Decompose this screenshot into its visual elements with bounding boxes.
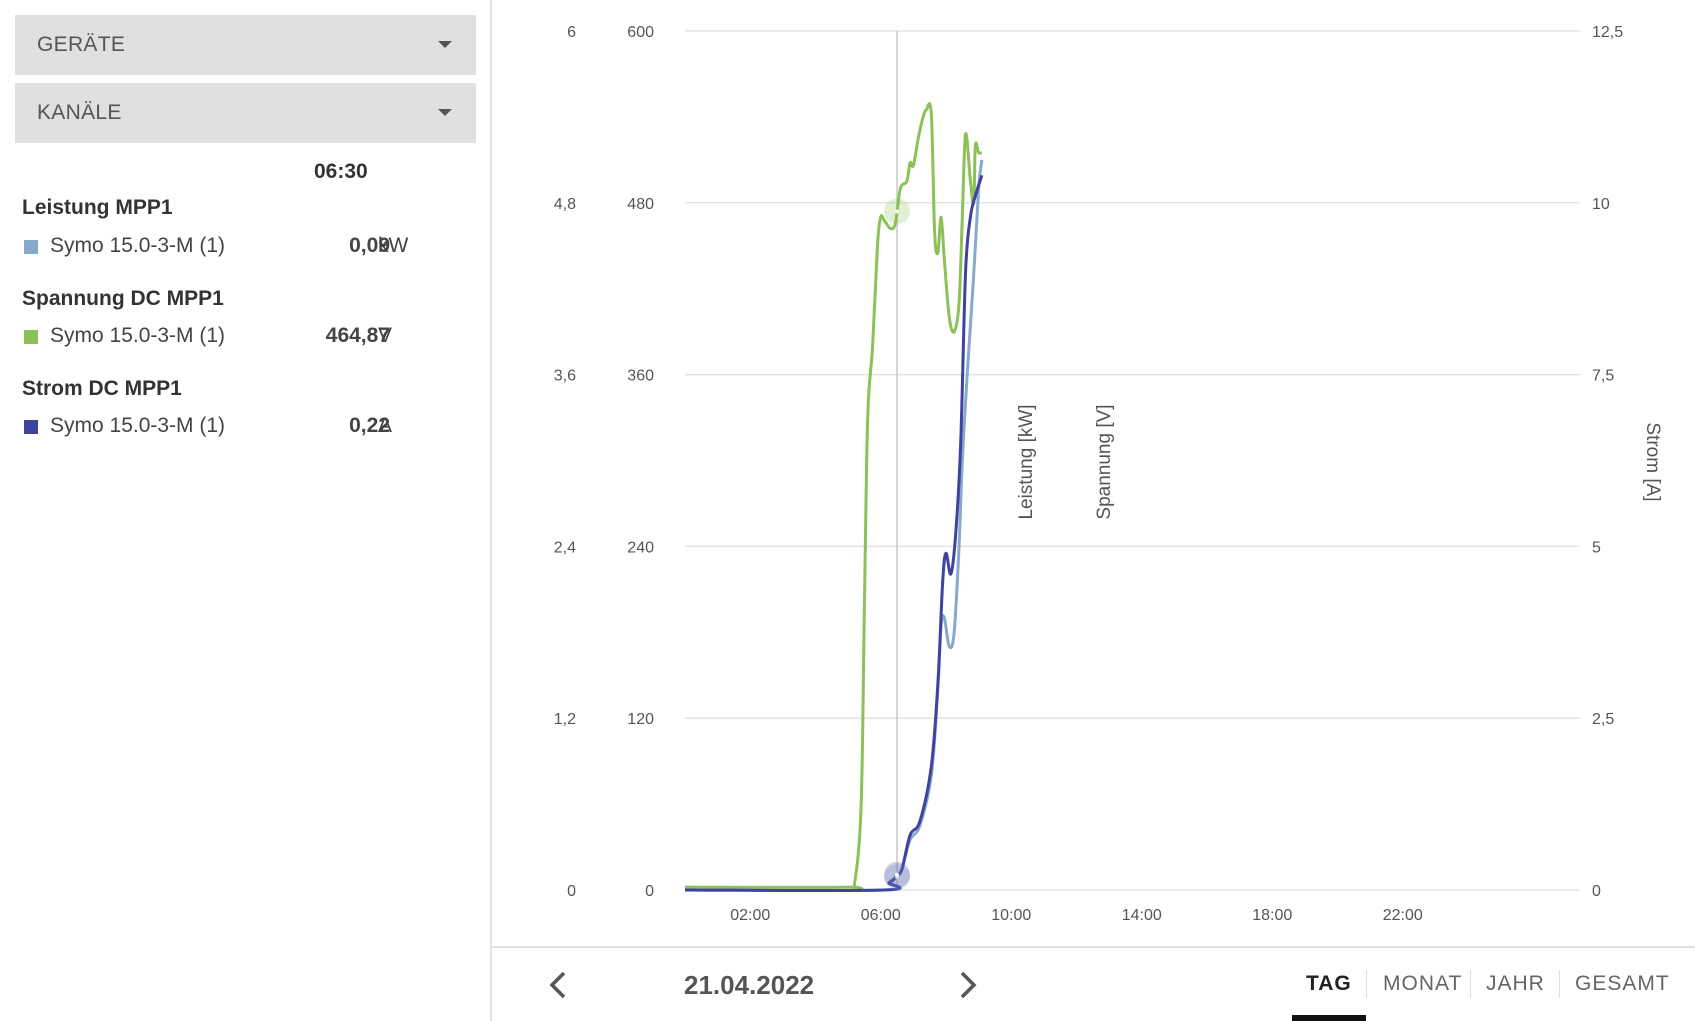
- series-line-voltage: [684, 102, 983, 892]
- reading-unit: kW: [378, 234, 409, 257]
- y-tick-label-voltage: 480: [627, 196, 654, 213]
- x-tick-label: 06:00: [861, 907, 901, 924]
- series-layer: [684, 102, 984, 893]
- y-tick-label-current: 0: [1592, 883, 1601, 900]
- channels-dropdown[interactable]: KANÄLE: [15, 83, 476, 143]
- cursor-marker-dot-voltage: [895, 209, 900, 214]
- device-name: Symo 15.0-3-M (1): [50, 324, 226, 347]
- devices-dropdown-label: GERÄTE: [37, 33, 126, 56]
- y-tick-label-voltage: 120: [627, 711, 654, 728]
- axis-title-power: Leistung [kW]: [1016, 404, 1037, 519]
- tab-year[interactable]: JAHR: [1486, 972, 1545, 995]
- y-tick-label-current: 12,5: [1592, 24, 1623, 41]
- axis-title-current: Strom [A]: [1642, 422, 1663, 501]
- tab-total[interactable]: GESAMT: [1575, 972, 1670, 995]
- sidebar: GERÄTE KANÄLE 06:30 Leistung MPP1 Symo 1…: [0, 0, 492, 1021]
- active-tab-indicator: [1292, 1015, 1366, 1021]
- reading-unit: A: [378, 414, 393, 437]
- y-tick-label-power: 3,6: [554, 368, 576, 385]
- devices-dropdown[interactable]: GERÄTE: [15, 15, 476, 75]
- x-tick-label: 02:00: [730, 907, 770, 924]
- y-tick-label-current: 7,5: [1592, 368, 1614, 385]
- legend-entry-voltage: Symo 15.0-3-M (1) 464,87 V: [24, 324, 444, 350]
- y-tick-label-power: 1,2: [554, 711, 576, 728]
- period-footer: 21.04.2022 TAG MONAT JAHR GESAMT: [492, 946, 1695, 1021]
- y-tick-label-current: 2,5: [1592, 711, 1614, 728]
- group-title-power: Leistung MPP1: [22, 196, 173, 219]
- color-swatch: [24, 420, 38, 434]
- x-tick-label: 10:00: [991, 907, 1031, 924]
- device-name: Symo 15.0-3-M (1): [50, 414, 226, 437]
- series-line-current: [684, 174, 984, 893]
- color-swatch: [24, 240, 38, 254]
- y-tick-label-power: 4,8: [554, 196, 576, 213]
- date-label: 21.04.2022: [684, 970, 815, 1000]
- device-name: Symo 15.0-3-M (1): [50, 234, 226, 257]
- y-tick-label-power: 0: [567, 883, 576, 900]
- y-tick-label-current: 5: [1592, 539, 1601, 556]
- grid-layer: [685, 30, 1580, 891]
- tab-month[interactable]: MONAT: [1383, 972, 1463, 995]
- channels-dropdown-label: KANÄLE: [37, 101, 122, 124]
- chevron-down-icon: [438, 41, 452, 48]
- tick-layer: 0 1,2 2,4 3,6 4,8 6 0 120 240 360 480 600 0 2,5 5 7,5 10…: [554, 24, 1623, 924]
- y-tick-label-power: 2,4: [554, 539, 576, 556]
- line-chart[interactable]: 0 1,2 2,4 3,6 4,8 6 0 120 240 360 480 600 0 2,5 5 7,5 10…: [492, 0, 1695, 946]
- chart-area[interactable]: 0 1,2 2,4 3,6 4,8 6 0 120 240 360 480 600 0 2,5 5 7,5 10…: [492, 0, 1695, 946]
- reading-value: 0,22: [349, 414, 390, 437]
- group-title-voltage: Spannung DC MPP1: [22, 287, 224, 310]
- tab-divider: [1559, 970, 1560, 998]
- series-line-power: [684, 159, 984, 893]
- y-tick-label-voltage: 240: [627, 539, 654, 556]
- y-tick-label-voltage: 0: [645, 883, 654, 900]
- chevron-right-icon[interactable]: [950, 968, 984, 1002]
- tab-divider: [1470, 970, 1471, 998]
- reading-unit: V: [378, 324, 393, 347]
- x-tick-label: 18:00: [1252, 907, 1292, 924]
- legend-entry-power: Symo 15.0-3-M (1) 0,09 kW: [24, 234, 444, 260]
- reading-value: 464,87: [325, 324, 390, 347]
- tab-day[interactable]: TAG: [1306, 972, 1352, 995]
- chevron-down-icon: [438, 109, 452, 116]
- x-tick-label: 22:00: [1383, 907, 1423, 924]
- legend-entry-current: Symo 15.0-3-M (1) 0,22 A: [24, 414, 444, 440]
- marker-layer: [884, 198, 911, 891]
- y-tick-label-power: 6: [567, 24, 576, 41]
- x-tick-label: 14:00: [1122, 907, 1162, 924]
- cursor-marker-dot-current: [895, 872, 900, 877]
- chevron-left-icon[interactable]: [542, 968, 576, 1002]
- group-title-current: Strom DC MPP1: [22, 377, 182, 400]
- tab-divider: [1366, 970, 1367, 998]
- y-tick-label-voltage: 600: [627, 24, 654, 41]
- y-tick-label-voltage: 360: [627, 368, 654, 385]
- y-tick-label-current: 10: [1592, 196, 1610, 213]
- reading-value: 0,09: [349, 234, 390, 257]
- color-swatch: [24, 330, 38, 344]
- axis-title-voltage: Spannung [V]: [1094, 404, 1115, 519]
- cursor-time-label: 06:30: [314, 160, 368, 183]
